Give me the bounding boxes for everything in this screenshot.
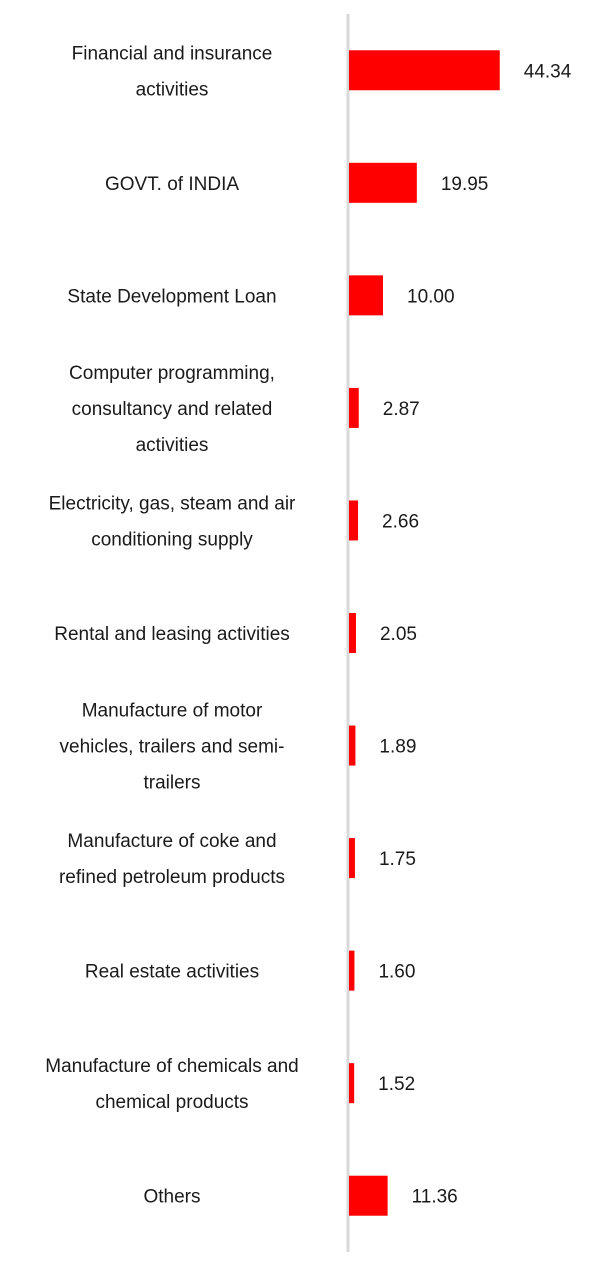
bar bbox=[349, 725, 356, 766]
category-label-line: activities bbox=[136, 79, 209, 100]
category-label-line: Financial and insurance bbox=[72, 43, 273, 64]
value-label: 44.34 bbox=[524, 61, 572, 82]
category-label: Manufacture of motor vehicles, trailers a… bbox=[60, 701, 285, 794]
category-label-line: Rental and leasing activities bbox=[54, 624, 290, 645]
category-label-line: GOVT. of INDIA bbox=[105, 174, 239, 195]
bar bbox=[349, 1175, 388, 1216]
bar bbox=[349, 1063, 355, 1104]
category-label-line: refined petroleum products bbox=[59, 867, 285, 888]
category-label: State Development Loan bbox=[67, 286, 276, 307]
value-label: 19.95 bbox=[441, 174, 489, 195]
category-label: Manufacture of coke and refined petroleum… bbox=[59, 831, 285, 888]
category-label-line: conditioning supply bbox=[91, 529, 253, 550]
category-label: Others bbox=[143, 1187, 200, 1208]
bar bbox=[349, 275, 383, 316]
bar bbox=[349, 950, 355, 991]
category-label: Electricity, gas, steam and air condition… bbox=[49, 493, 296, 550]
category-label: Financial and insurance activities bbox=[72, 43, 273, 100]
value-label: 2.87 bbox=[383, 399, 420, 420]
category-label-line: consultancy and related bbox=[72, 399, 273, 420]
value-label: 1.52 bbox=[378, 1074, 415, 1095]
value-label: 2.66 bbox=[382, 511, 419, 532]
category-label: GOVT. of INDIA bbox=[105, 174, 239, 195]
value-labels-group: 44.34 19.95 10.00 2.87 2.66 2.05 1.89 1.75 1.60 1… bbox=[378, 61, 572, 1207]
category-label-line: Electricity, gas, steam and air bbox=[49, 493, 296, 514]
bar bbox=[349, 838, 355, 879]
value-label: 2.05 bbox=[380, 624, 417, 645]
category-label: Rental and leasing activities bbox=[54, 624, 290, 645]
category-label-line: vehicles, trailers and semi- bbox=[60, 737, 285, 758]
bars-group bbox=[349, 50, 500, 1216]
category-label-line: Real estate activities bbox=[85, 962, 259, 983]
category-label-line: Others bbox=[143, 1187, 200, 1208]
category-label-line: State Development Loan bbox=[67, 286, 276, 307]
category-label: Manufacture of chemicals and chemical pro… bbox=[45, 1056, 298, 1113]
category-label-line: chemical products bbox=[95, 1092, 248, 1113]
bar bbox=[349, 50, 500, 91]
category-label-line: Manufacture of coke and bbox=[67, 831, 276, 852]
category-label-line: Manufacture of chemicals and bbox=[45, 1056, 298, 1077]
category-label: Real estate activities bbox=[85, 962, 259, 983]
category-label-line: Manufacture of motor bbox=[82, 701, 263, 722]
category-label: Computer programming, consultancy and rel… bbox=[69, 363, 275, 456]
value-label: 1.89 bbox=[379, 737, 416, 758]
category-label-line: activities bbox=[136, 435, 209, 456]
bar bbox=[349, 162, 417, 203]
category-label-line: trailers bbox=[143, 773, 200, 794]
value-label: 1.75 bbox=[379, 849, 416, 870]
bar bbox=[349, 613, 356, 653]
value-label: 11.36 bbox=[412, 1187, 458, 1208]
value-label: 10.00 bbox=[407, 286, 455, 307]
bar bbox=[349, 387, 359, 428]
category-labels-group: Financial and insurance activities GOVT. o… bbox=[45, 43, 298, 1207]
bar bbox=[349, 500, 359, 541]
category-label-line: Computer programming, bbox=[69, 363, 275, 384]
value-label: 1.60 bbox=[378, 962, 415, 983]
